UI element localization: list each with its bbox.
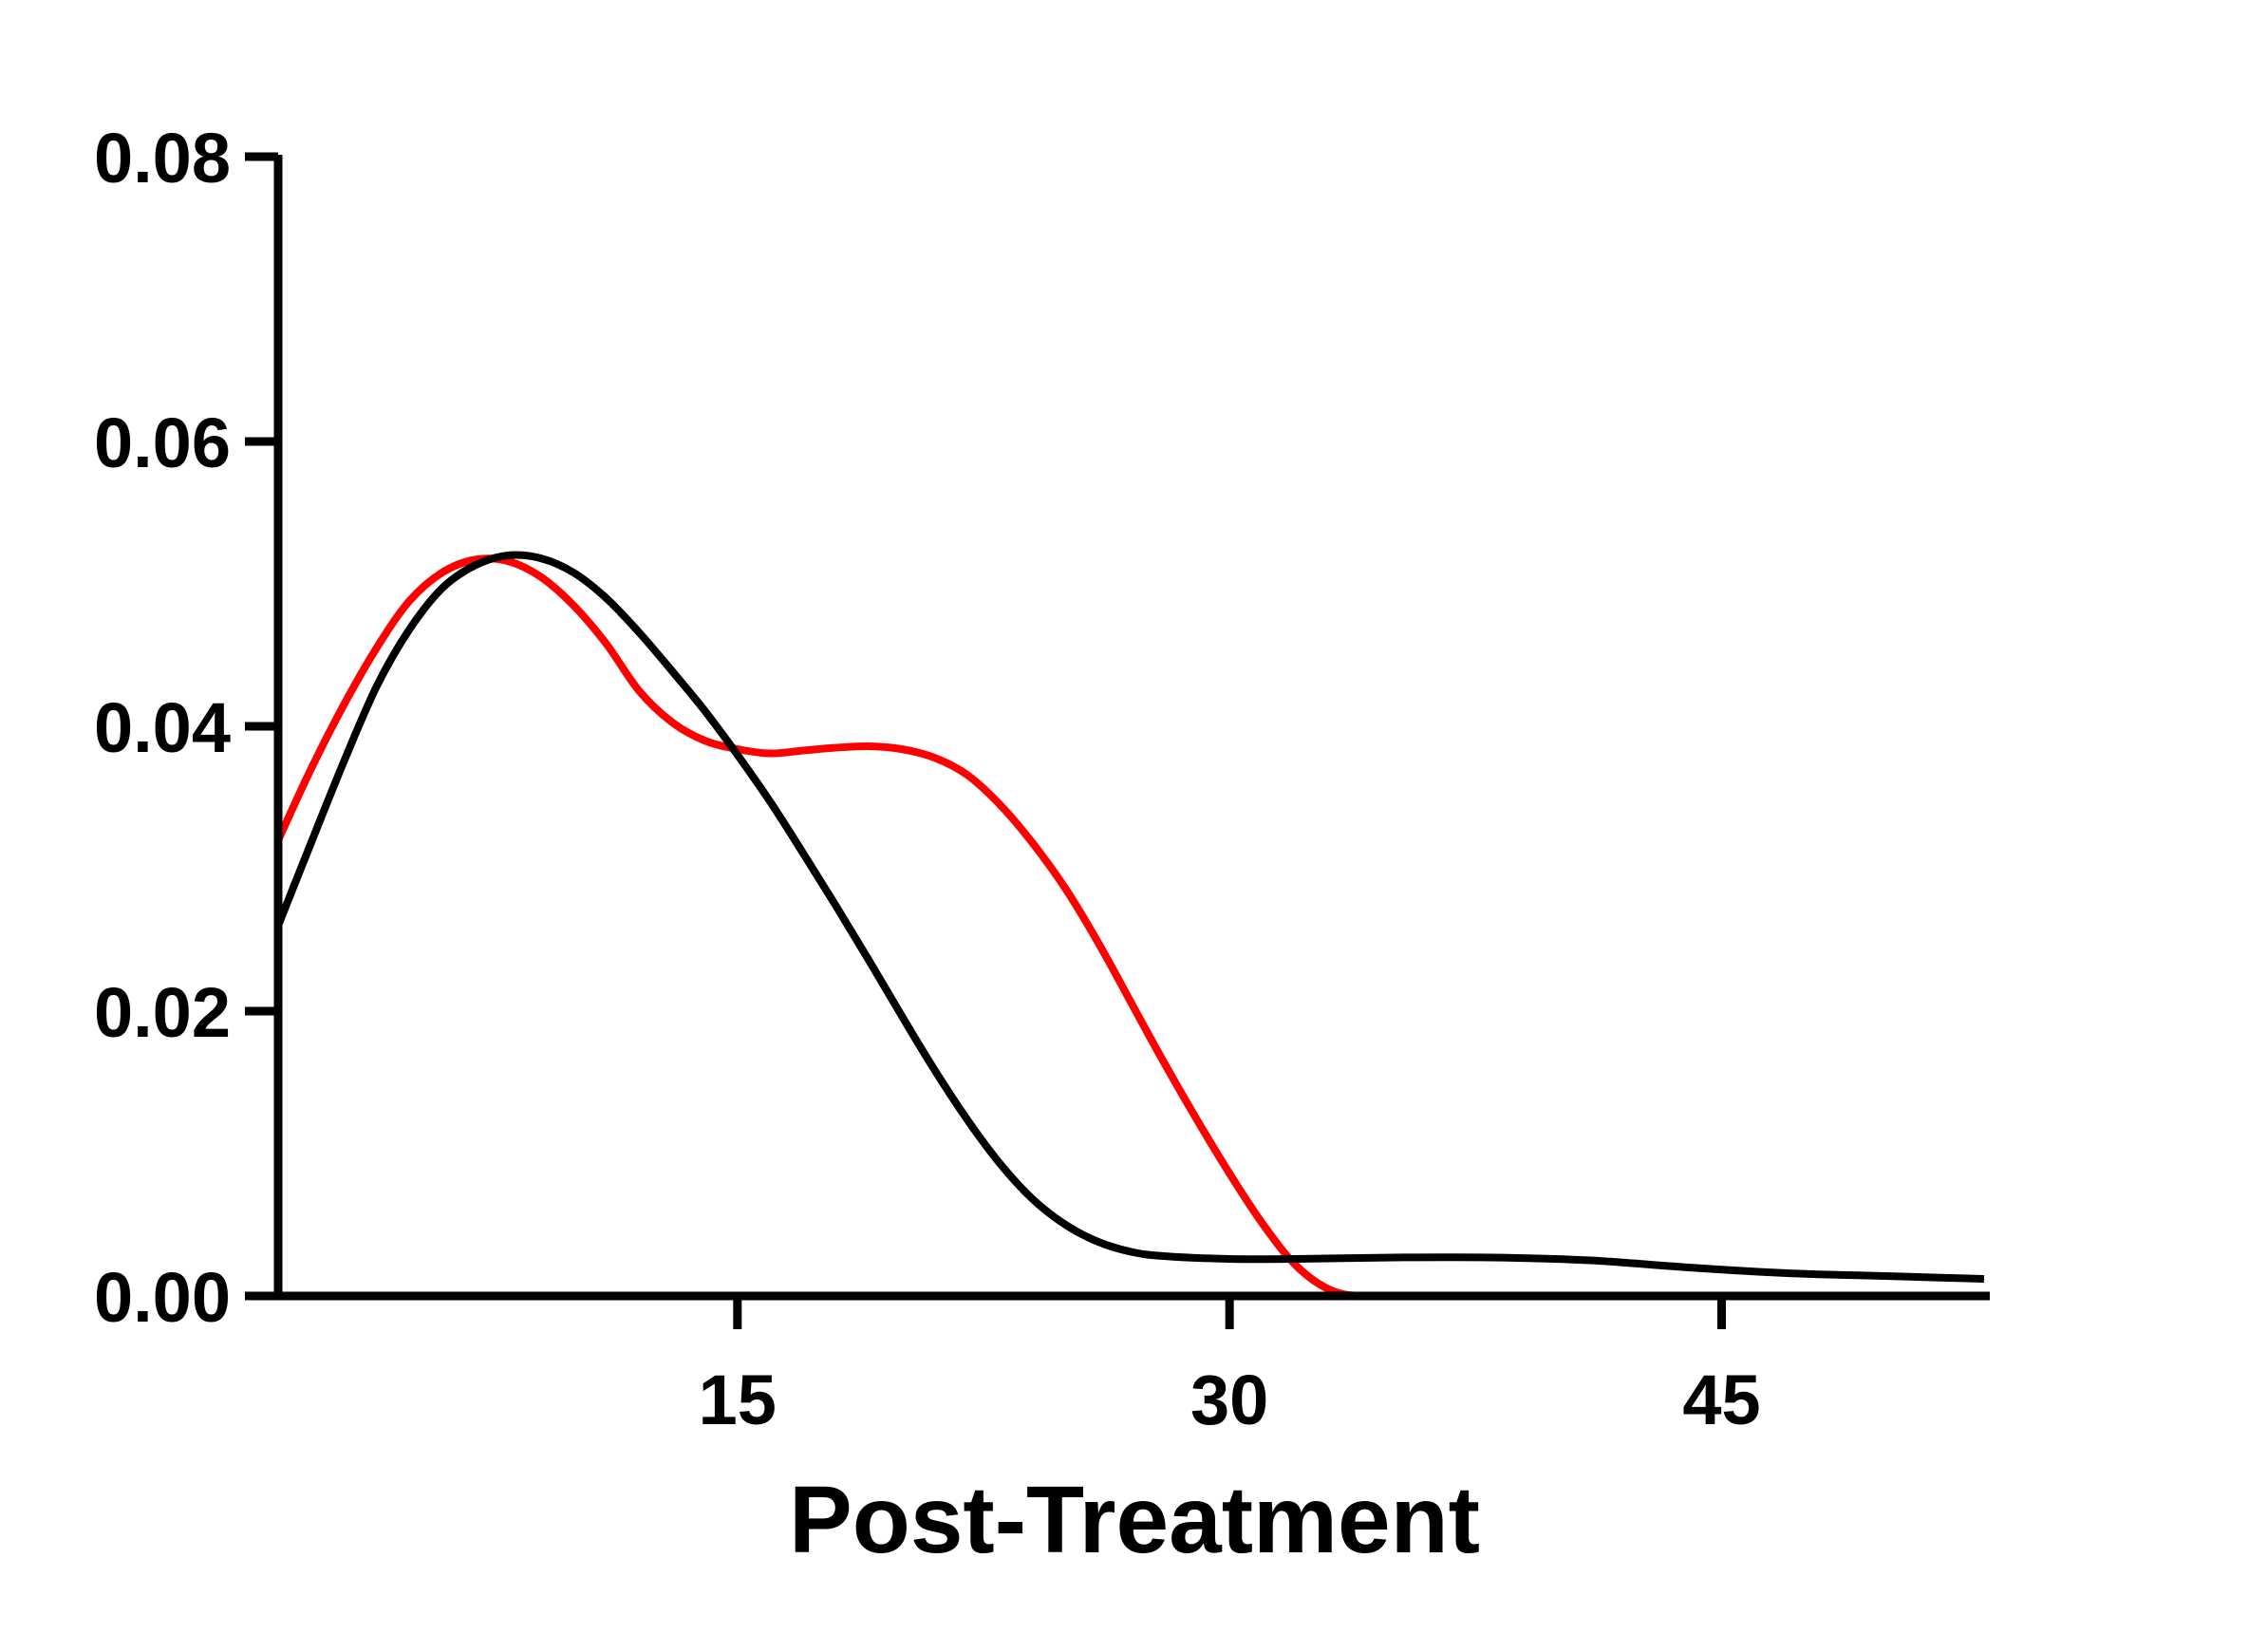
y-axis-ticks: 0.00 0.02 0.04 0.06 0.08 — [94, 119, 278, 1337]
x-tick-label: 30 — [1190, 1361, 1268, 1439]
y-tick-label: 0.04 — [94, 688, 231, 767]
y-tick-label: 0.02 — [94, 973, 231, 1052]
series-line-red — [274, 554, 1984, 1301]
x-tick-label: 45 — [1682, 1361, 1760, 1439]
series-line-black — [274, 551, 1985, 1283]
axes-layer — [245, 155, 1990, 1301]
series-layer — [274, 551, 1985, 1301]
x-axis-ticks: 15 30 45 — [699, 1296, 1761, 1439]
x-tick-label: 15 — [699, 1361, 777, 1439]
x-axis-title: Post-Treatment — [789, 1467, 1480, 1573]
y-tick-label: 0.00 — [94, 1258, 231, 1337]
y-tick-label: 0.08 — [94, 119, 231, 197]
y-tick-label: 0.06 — [94, 404, 231, 482]
